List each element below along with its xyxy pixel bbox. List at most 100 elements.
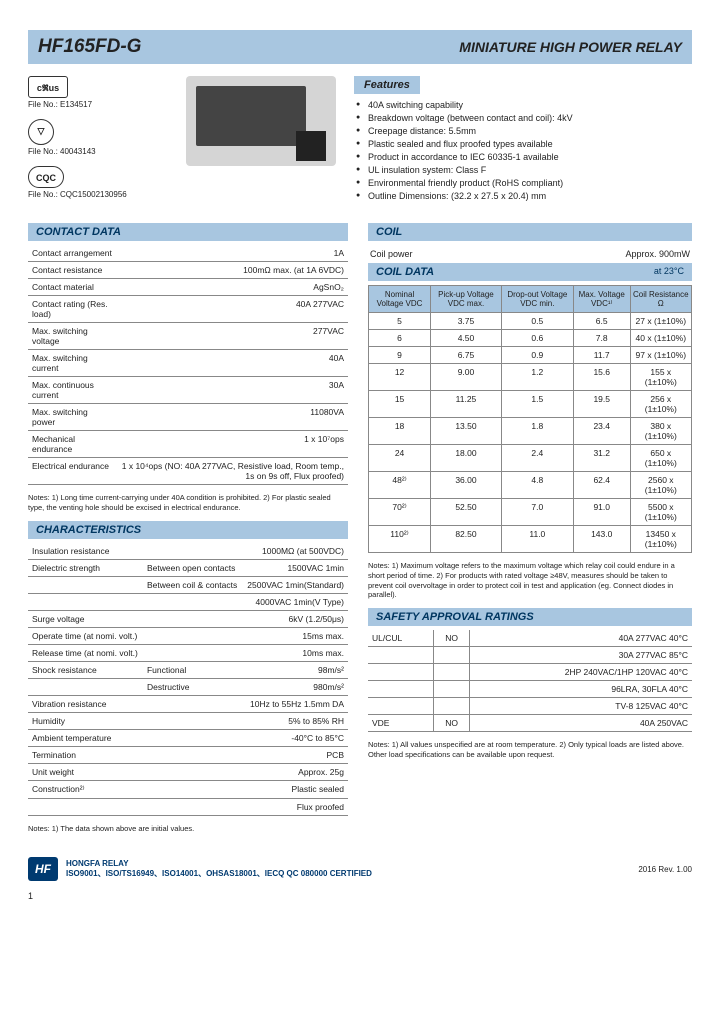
- char-value: Plastic sealed: [242, 780, 348, 798]
- coil-cell: 380 x (1±10%): [630, 418, 691, 445]
- safety-form: [433, 664, 470, 681]
- contact-value: 100mΩ max. (at 1A 6VDC): [116, 262, 348, 279]
- safety-rating: 40A 277VAC 40°C: [470, 630, 692, 647]
- features-list: 40A switching capabilityBreakdown voltag…: [354, 100, 692, 201]
- coil-cell: 6.5: [573, 313, 630, 330]
- coil-data-heading: COIL DATA at 23°C: [368, 263, 692, 281]
- coil-cell: 256 x (1±10%): [630, 391, 691, 418]
- coil-cell: 91.0: [573, 499, 630, 526]
- char-label: [28, 678, 143, 695]
- safety-rating: 30A 277VAC 85°C: [470, 647, 692, 664]
- char-value: 98m/s²: [242, 661, 348, 678]
- char-label: [28, 798, 143, 815]
- feature-item: Environmental friendly product (RoHS com…: [356, 178, 692, 188]
- char-sublabel: [143, 543, 242, 560]
- safety-std: [368, 647, 433, 664]
- char-label: [28, 593, 143, 610]
- coil-cell: 23.4: [573, 418, 630, 445]
- contact-label: Contact material: [28, 279, 116, 296]
- safety-std: [368, 664, 433, 681]
- char-value: 10Hz to 55Hz 1.5mm DA: [242, 695, 348, 712]
- coil-cell: 143.0: [573, 526, 630, 553]
- characteristics-table: Insulation resistance1000MΩ (at 500VDC)D…: [28, 543, 348, 816]
- char-label: Release time (at nomi. volt.): [28, 644, 143, 661]
- footer: HF HONGFA RELAY ISO9001、ISO/TS16949、ISO1…: [28, 857, 692, 881]
- safety-form: NO: [433, 715, 470, 732]
- coil-data-at: at 23°C: [654, 266, 684, 278]
- char-sublabel: Functional: [143, 661, 242, 678]
- coil-cell: 11.25: [431, 391, 502, 418]
- coil-cell: 62.4: [573, 472, 630, 499]
- safety-rating: TV-8 125VAC 40°C: [470, 698, 692, 715]
- part-number: HF165FD-G: [38, 36, 141, 58]
- coil-cell: 7.0: [501, 499, 573, 526]
- coil-header: Nominal Voltage VDC: [369, 286, 431, 313]
- char-sublabel: Destructive: [143, 678, 242, 695]
- cert-ul: c𝕽us File No.: E134517: [28, 76, 168, 109]
- char-label: Surge voltage: [28, 610, 143, 627]
- characteristics-notes: Notes: 1) The data shown above are initi…: [28, 824, 348, 834]
- char-value: 10ms max.: [242, 644, 348, 661]
- safety-form: [433, 647, 470, 664]
- char-sublabel: [143, 593, 242, 610]
- coil-cell: 19.5: [573, 391, 630, 418]
- coil-header: Coil Resistance Ω: [630, 286, 691, 313]
- cert-label: File No.: E134517: [28, 100, 168, 109]
- coil-cell: 0.9: [501, 347, 573, 364]
- contact-value: 30A: [116, 377, 348, 404]
- contact-value: 11080VA: [116, 404, 348, 431]
- char-value: Flux proofed: [242, 798, 348, 815]
- char-sublabel: [143, 729, 242, 746]
- contact-value: 1 x 10⁴ops (NO: 40A 277VAC, Resistive lo…: [116, 458, 348, 485]
- feature-item: Creepage distance: 5.5mm: [356, 126, 692, 136]
- coil-cell: 48²⁾: [369, 472, 431, 499]
- coil-cell: 31.2: [573, 445, 630, 472]
- contact-label: Max. switching power: [28, 404, 116, 431]
- feature-item: Plastic sealed and flux proofed types av…: [356, 139, 692, 149]
- coil-cell: 24: [369, 445, 431, 472]
- hongfa-logo: HF: [28, 857, 58, 881]
- certifications: c𝕽us File No.: E134517 ▽ File No.: 40043…: [28, 76, 168, 209]
- safety-table: UL/CULNO40A 277VAC 40°C30A 277VAC 85°C2H…: [368, 630, 692, 732]
- char-value: PCB: [242, 746, 348, 763]
- char-sublabel: [143, 627, 242, 644]
- coil-cell: 1.2: [501, 364, 573, 391]
- char-label: Humidity: [28, 712, 143, 729]
- coil-cell: 6: [369, 330, 431, 347]
- coil-power-value: Approx. 900mW: [625, 249, 690, 259]
- coil-cell: 52.50: [431, 499, 502, 526]
- contact-label: Contact rating (Res. load): [28, 296, 116, 323]
- char-sublabel: [143, 763, 242, 780]
- char-label: Termination: [28, 746, 143, 763]
- char-label: Vibration resistance: [28, 695, 143, 712]
- coil-cell: 6.75: [431, 347, 502, 364]
- safety-notes: Notes: 1) All values unspecified are at …: [368, 740, 692, 760]
- char-value: 980m/s²: [242, 678, 348, 695]
- contact-value: 40A: [116, 350, 348, 377]
- contact-value: 1A: [116, 245, 348, 262]
- coil-data-table: Nominal Voltage VDCPick-up Voltage VDC m…: [368, 285, 692, 553]
- coil-cell: 2.4: [501, 445, 573, 472]
- feature-item: UL insulation system: Class F: [356, 165, 692, 175]
- cert-vde: ▽ File No.: 40043143: [28, 119, 168, 156]
- safety-std: [368, 698, 433, 715]
- contact-value: AgSnO₂: [116, 279, 348, 296]
- coil-cell: 13.50: [431, 418, 502, 445]
- char-value: 6kV (1.2/50μs): [242, 610, 348, 627]
- contact-label: Max. switching current: [28, 350, 116, 377]
- cqc-icon: CQC: [28, 166, 64, 188]
- char-sublabel: [143, 695, 242, 712]
- safety-rating: 96LRA, 30FLA 40°C: [470, 681, 692, 698]
- char-value: 1000MΩ (at 500VDC): [242, 543, 348, 560]
- coil-data-title: COIL DATA: [376, 266, 434, 278]
- coil-cell: 650 x (1±10%): [630, 445, 691, 472]
- coil-header: Pick-up Voltage VDC max.: [431, 286, 502, 313]
- coil-data-notes: Notes: 1) Maximum voltage refers to the …: [368, 561, 692, 600]
- char-label: Construction²⁾: [28, 780, 143, 798]
- coil-cell: 36.00: [431, 472, 502, 499]
- char-sublabel: Between coil & contacts: [143, 576, 242, 593]
- coil-cell: 9.00: [431, 364, 502, 391]
- feature-item: 40A switching capability: [356, 100, 692, 110]
- contact-label: Contact resistance: [28, 262, 116, 279]
- coil-cell: 40 x (1±10%): [630, 330, 691, 347]
